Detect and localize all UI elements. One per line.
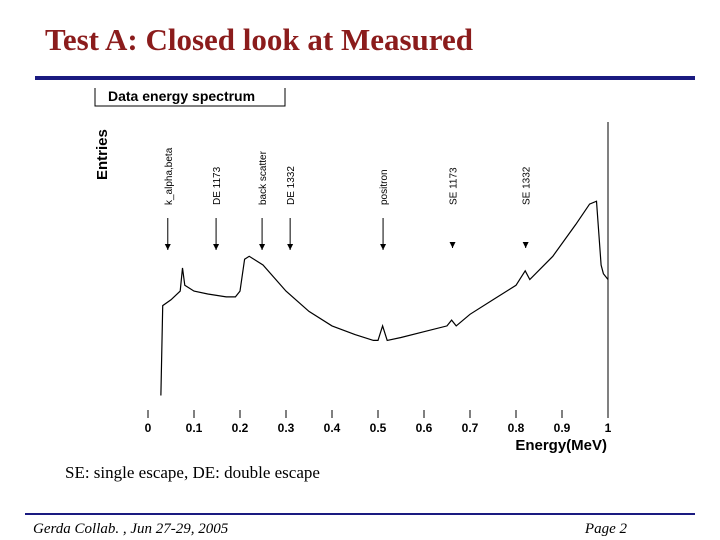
annotation-arrow: [287, 218, 294, 250]
annotation-arrow: [213, 218, 220, 250]
annotation-label: k_alpha,beta: [164, 147, 175, 205]
chart-title-box: [94, 88, 286, 107]
x-tick-label: 0.5: [370, 421, 387, 435]
x-tick-label: 0.6: [416, 421, 433, 435]
annotation-label: SE 1332: [522, 166, 533, 205]
spectrum-line: [160, 200, 609, 396]
x-axis-label: Energy(MeV): [515, 437, 607, 454]
annotation-arrow: [164, 218, 171, 250]
caption: SE: single escape, DE: double escape: [65, 463, 320, 482]
x-tick-label: 0.4: [324, 421, 341, 435]
y-axis-label: Entries: [94, 129, 111, 180]
x-tick-label: 0: [145, 421, 152, 435]
annotation-label: DE 1332: [286, 166, 297, 205]
annotation-label: back scatter: [258, 150, 269, 205]
x-tick-label: 0.3: [278, 421, 295, 435]
title-rule: [35, 76, 695, 80]
annotation-label: positron: [379, 169, 390, 205]
annotation-arrow: [380, 218, 387, 250]
annotation-arrow: [522, 242, 529, 248]
x-tick-label: 0.9: [554, 421, 571, 435]
annotation-label: DE 1173: [212, 166, 223, 205]
annotation-label: SE 1173: [449, 167, 460, 205]
slide-title: Test A: Closed look at Measured: [45, 22, 473, 57]
footer-left: Gerda Collab. , Jun 27-29, 2005: [33, 521, 229, 537]
footer-rule: [25, 513, 695, 515]
chart-title: Data energy spectrum: [108, 88, 255, 104]
footer-right: Page 2: [584, 521, 628, 537]
x-tick-label: 0.2: [232, 421, 249, 435]
x-tick-label: 0.1: [186, 421, 203, 435]
x-tick-label: 1: [605, 421, 612, 435]
annotation-arrow: [259, 218, 266, 250]
x-tick-label: 0.7: [462, 421, 479, 435]
annotation-arrow: [449, 242, 456, 248]
x-tick-label: 0.8: [508, 421, 525, 435]
